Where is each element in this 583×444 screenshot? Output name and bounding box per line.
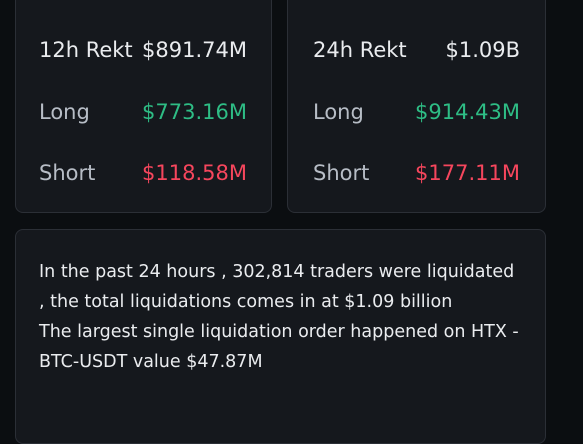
rekt-24h-short-value: $177.11M <box>415 161 520 185</box>
rekt-12h-total-row: 12h Rekt $891.74M <box>39 37 247 63</box>
rekt-24h-total-row: 24h Rekt $1.09B <box>313 37 520 63</box>
rekt-24h-total-value: $1.09B <box>445 38 520 62</box>
rekt-24h-title: 24h Rekt <box>313 38 407 62</box>
rekt-12h-short-row: Short $118.58M <box>39 160 247 186</box>
rekt-12h-long-row: Long $773.16M <box>39 99 247 125</box>
rekt-24h-long-value: $914.43M <box>415 100 520 124</box>
rekt-24h-short-label: Short <box>313 161 370 185</box>
rekt-12h-long-label: Long <box>39 100 90 124</box>
rekt-12h-short-value: $118.58M <box>142 161 247 185</box>
rekt-12h-long-value: $773.16M <box>142 100 247 124</box>
liquidation-summary-card: In the past 24 hours , 302,814 traders w… <box>15 229 546 444</box>
rekt-12h-short-label: Short <box>39 161 96 185</box>
rekt-24h-card: 24h Rekt $1.09B Long $914.43M Short $177… <box>287 0 546 213</box>
summary-line-traders: In the past 24 hours , 302,814 traders w… <box>39 262 515 312</box>
rekt-12h-total-value: $891.74M <box>142 38 247 62</box>
liquidation-summary-text: In the past 24 hours , 302,814 traders w… <box>39 257 519 377</box>
rekt-24h-short-row: Short $177.11M <box>313 160 520 186</box>
rekt-24h-long-label: Long <box>313 100 364 124</box>
rekt-12h-title: 12h Rekt <box>39 38 133 62</box>
rekt-24h-long-row: Long $914.43M <box>313 99 520 125</box>
rekt-12h-card: 12h Rekt $891.74M Long $773.16M Short $1… <box>15 0 272 213</box>
summary-line-largest-order: The largest single liquidation order hap… <box>39 322 519 372</box>
